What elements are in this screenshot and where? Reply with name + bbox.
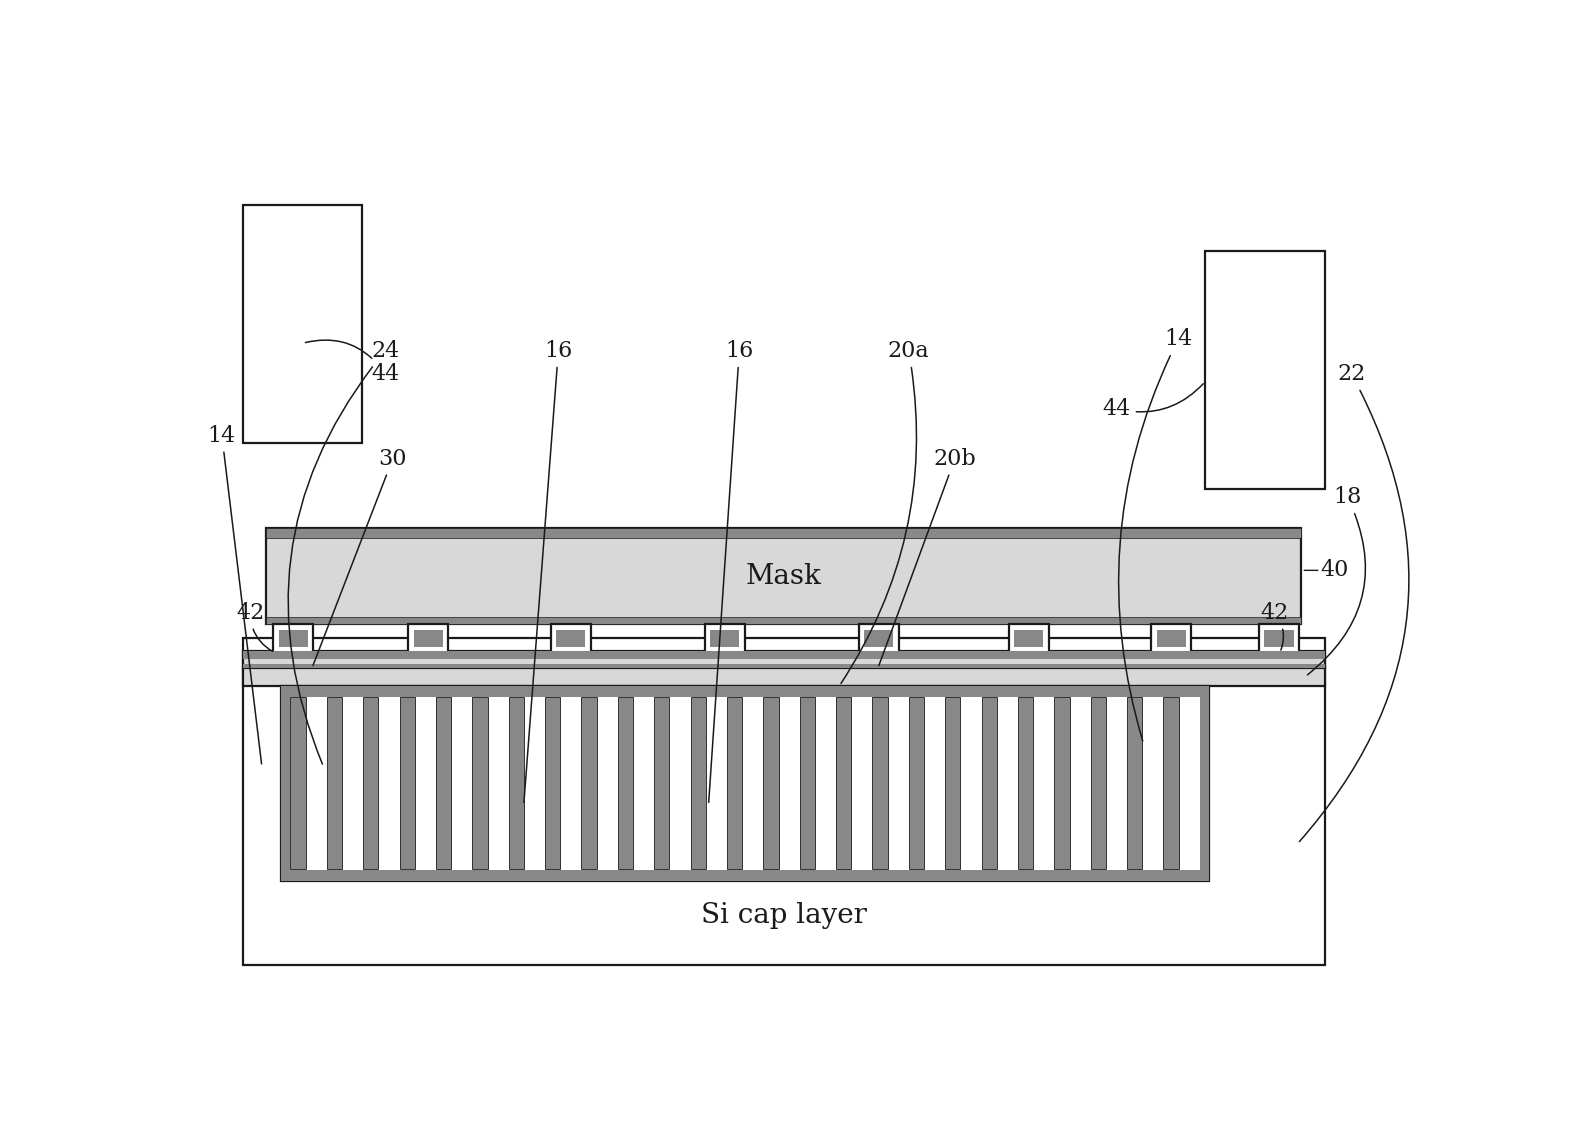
Bar [363,697,379,869]
Bar [800,697,815,869]
Bar [242,651,1324,659]
Text: 40: 40 [1321,559,1349,582]
Text: 18: 18 [1307,487,1365,675]
Bar [1009,624,1049,652]
Bar [242,664,1324,668]
Bar [545,697,561,869]
Bar [408,624,448,652]
Text: 44: 44 [305,340,399,385]
Bar [710,630,740,647]
Text: Si cap layer: Si cap layer [701,901,867,929]
Text: 24: 24 [287,340,399,765]
Text: 14: 14 [1119,328,1192,741]
Bar [1200,696,1210,870]
Bar [764,697,779,869]
Bar [242,638,1324,965]
Bar [1152,624,1191,652]
Bar [265,528,1301,624]
Text: 16: 16 [523,340,572,803]
Text: 42: 42 [236,602,272,651]
Bar [278,630,308,647]
Bar [617,697,633,869]
Bar [1018,697,1034,869]
Bar [413,630,443,647]
Bar [327,697,342,869]
Bar [281,686,1210,881]
Bar [281,870,1210,881]
Bar [435,697,451,869]
Bar [509,697,523,869]
Bar [982,697,996,869]
Bar [859,624,899,652]
Bar [1156,630,1186,647]
Bar [1164,697,1178,869]
Text: 30: 30 [313,447,407,666]
Bar [265,528,1301,538]
Text: 42: 42 [1260,602,1288,650]
Bar [281,686,1210,696]
Bar [1054,697,1070,869]
Bar [727,697,742,869]
Bar [273,624,314,652]
Bar [946,697,960,869]
Bar [1258,624,1299,652]
Text: 22: 22 [1299,363,1409,842]
Bar [473,697,487,869]
Text: 14: 14 [207,425,261,763]
Bar [265,617,1301,624]
Bar [556,630,586,647]
Bar [242,651,1324,668]
Bar [581,697,597,869]
Bar [1265,630,1293,647]
Text: 44: 44 [1103,383,1203,419]
Bar [1090,697,1106,869]
Bar [908,697,924,869]
Bar [1015,630,1043,647]
Bar [1205,251,1324,490]
Bar [399,697,415,869]
Bar [654,697,669,869]
Bar [691,697,705,869]
Bar [872,697,888,869]
Text: 16: 16 [709,340,754,803]
Bar [705,624,745,652]
Text: Mask: Mask [746,563,822,590]
Bar [864,630,894,647]
Bar [242,205,361,443]
Bar [242,668,1324,686]
Text: 20a: 20a [840,340,930,684]
Bar [551,624,591,652]
Text: 20b: 20b [878,447,976,666]
Bar [836,697,851,869]
Bar [281,696,291,870]
Bar [291,697,306,869]
Bar [1126,697,1142,869]
